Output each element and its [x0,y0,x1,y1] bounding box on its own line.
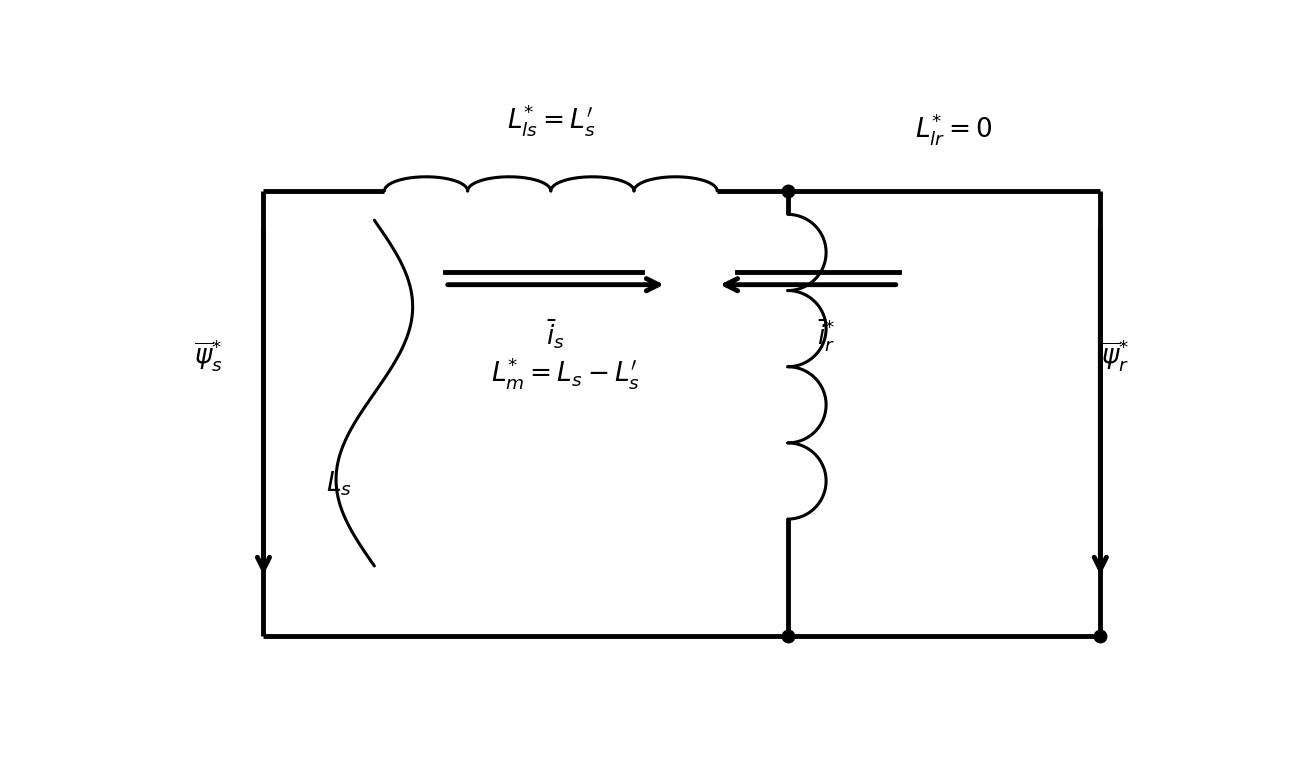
Text: $L_{s}$: $L_{s}$ [327,470,353,498]
Text: $L_{m}^{*} = L_{s} - L_{s}^{\prime}$: $L_{m}^{*} = L_{s} - L_{s}^{\prime}$ [492,355,640,390]
Text: $\bar{i}_{s}$: $\bar{i}_{s}$ [546,317,565,351]
Text: $\overline{\psi}_{r}^{*}$: $\overline{\psi}_{r}^{*}$ [1101,337,1129,373]
Text: $\overline{\psi}_{s}^{*}$: $\overline{\psi}_{s}^{*}$ [194,337,222,373]
Text: $L_{lr}^{*} = 0$: $L_{lr}^{*} = 0$ [916,111,993,147]
Text: $\bar{i}_{r}^{*}$: $\bar{i}_{r}^{*}$ [817,317,835,354]
Text: $L_{ls}^{*} = L_{s}^{\prime}$: $L_{ls}^{*} = L_{s}^{\prime}$ [506,102,595,139]
